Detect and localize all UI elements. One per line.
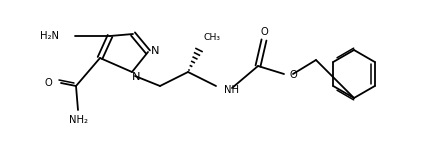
Text: H₂N: H₂N <box>40 31 59 41</box>
Text: NH₂: NH₂ <box>69 115 88 125</box>
Text: CH₃: CH₃ <box>204 33 221 42</box>
Text: NH: NH <box>224 85 239 95</box>
Text: O: O <box>289 70 297 80</box>
Text: N: N <box>132 72 140 82</box>
Text: O: O <box>44 78 52 88</box>
Text: O: O <box>260 27 268 37</box>
Text: N: N <box>151 46 159 56</box>
